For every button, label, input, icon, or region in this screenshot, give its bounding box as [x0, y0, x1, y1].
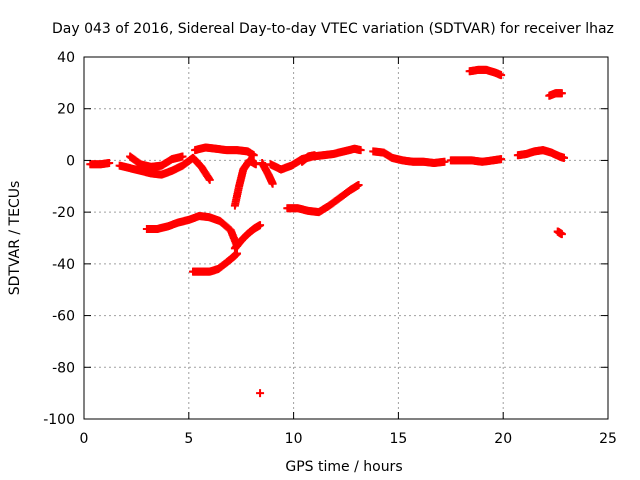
data-series	[191, 143, 258, 160]
data-series	[283, 180, 363, 217]
chart-title: Day 043 of 2016, Sidereal Day-to-day VTE…	[52, 21, 614, 37]
x-tick-label: 10	[285, 431, 303, 447]
data-point	[354, 180, 363, 189]
y-tick-label: 20	[57, 102, 75, 118]
y-tick-label: -20	[52, 205, 75, 221]
data-points	[86, 65, 568, 398]
data-series	[258, 159, 277, 188]
x-tick-label: 25	[599, 431, 617, 447]
data-point	[497, 155, 506, 164]
data-point	[557, 89, 566, 98]
data-series	[86, 159, 114, 169]
y-tick-label: -40	[52, 257, 75, 273]
x-tick-label: 15	[389, 431, 407, 447]
data-point	[559, 153, 568, 162]
y-tick-label: 0	[66, 153, 75, 169]
data-point	[205, 175, 214, 184]
x-tick-label: 5	[184, 431, 193, 447]
data-point	[178, 152, 187, 161]
y-tick-label: -80	[52, 360, 75, 376]
data-point	[256, 389, 265, 398]
data-point	[497, 71, 506, 80]
data-point	[356, 146, 365, 155]
data-series	[230, 156, 260, 210]
data-series	[545, 89, 566, 100]
data-series	[230, 221, 265, 253]
data-series	[256, 389, 265, 398]
x-tick-label: 0	[80, 431, 89, 447]
data-series	[142, 212, 242, 250]
data-point	[557, 230, 566, 239]
data-point	[440, 157, 449, 166]
data-point	[251, 160, 260, 169]
y-tick-label: 40	[57, 50, 75, 66]
plot-frame	[83, 56, 609, 420]
y-tick-label: -60	[52, 309, 75, 325]
y-axis-label: SDTVAR / TECUs	[7, 181, 23, 296]
axis-ticks: -100 -80 -60 -40 -20 0 20 40 0 5 10 15 20 25	[43, 50, 617, 447]
data-point	[249, 151, 258, 160]
data-series	[446, 155, 506, 166]
data-series	[188, 249, 242, 276]
data-series	[465, 65, 506, 80]
data-point	[256, 221, 265, 230]
data-point	[310, 151, 319, 160]
data-series	[297, 151, 319, 166]
data-series	[115, 153, 214, 184]
x-axis-label: GPS time / hours	[285, 459, 402, 475]
data-point	[105, 159, 114, 168]
data-point	[233, 249, 242, 258]
grid	[84, 57, 608, 419]
y-tick-label: -100	[43, 412, 75, 428]
data-series	[126, 152, 187, 171]
data-series	[553, 227, 566, 239]
data-series	[369, 147, 449, 168]
data-series	[513, 146, 568, 162]
data-series	[266, 144, 365, 174]
data-point	[268, 179, 277, 188]
x-tick-label: 20	[494, 431, 512, 447]
